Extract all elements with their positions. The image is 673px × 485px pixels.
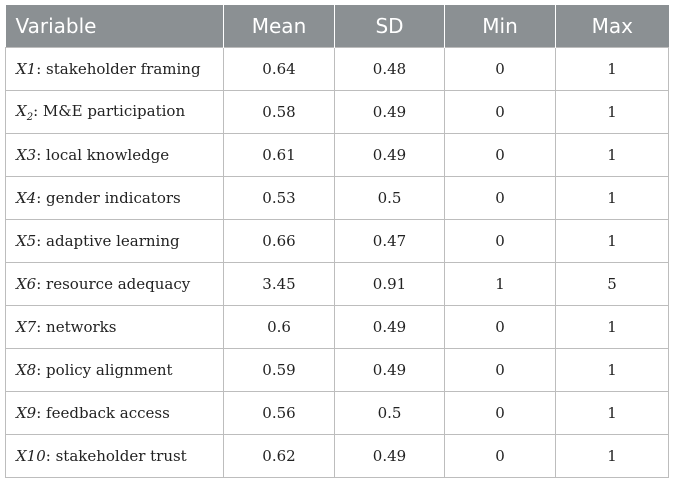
cell-min: 0 <box>444 348 556 392</box>
cell-max: 1 <box>555 47 669 91</box>
variable-symbol: X1 <box>16 60 37 78</box>
cell-sd: 0.49 <box>334 348 445 392</box>
cell-mean: 0.59 <box>223 348 335 392</box>
cell-mean: 0.64 <box>223 47 335 91</box>
variable-symbol: X5 <box>16 232 37 250</box>
cell-variable: X8: policy alignment <box>5 348 224 392</box>
cell-variable: X1: stakeholder framing <box>5 47 224 91</box>
cell-mean: 3.45 <box>223 262 335 306</box>
table-row: X1: stakeholder framing 0.64 0.48 0 1 <box>5 47 669 91</box>
cell-variable: X9: feedback access <box>5 391 224 435</box>
cell-min: 1 <box>444 262 556 306</box>
variable-label: : networks <box>36 318 117 336</box>
cell-mean: 0.53 <box>223 176 335 220</box>
table-row: X8: policy alignment 0.59 0.49 0 1 <box>5 348 669 392</box>
cell-mean: 0.62 <box>223 434 335 478</box>
cell-max: 1 <box>555 348 669 392</box>
cell-max: 1 <box>555 219 669 263</box>
cell-max: 1 <box>555 176 669 220</box>
cell-min: 0 <box>444 434 556 478</box>
header-mean: Mean <box>223 5 335 48</box>
header-sd: SD <box>334 5 445 48</box>
variable-symbol: X9 <box>16 404 37 422</box>
cell-sd: 0.47 <box>334 219 445 263</box>
cell-mean: 0.58 <box>223 90 335 134</box>
cell-mean: 0.56 <box>223 391 335 435</box>
variable-symbol: X <box>16 101 27 120</box>
variable-label: : resource adequacy <box>36 275 191 293</box>
table-row: X3: local knowledge 0.61 0.49 0 1 <box>5 133 669 177</box>
table-row: X2: M&E participation 0.58 0.49 0 1 <box>5 90 669 134</box>
cell-sd: 0.91 <box>334 262 445 306</box>
variable-symbol: X4 <box>16 189 37 207</box>
cell-max: 1 <box>555 434 669 478</box>
header-min: Min <box>444 5 556 48</box>
table-row: X5: adaptive learning 0.66 0.47 0 1 <box>5 219 669 263</box>
variable-symbol: X6 <box>16 275 37 293</box>
cell-sd: 0.5 <box>334 176 445 220</box>
variable-label: : M&E participation <box>33 101 186 120</box>
cell-min: 0 <box>444 176 556 220</box>
cell-max: 1 <box>555 305 669 349</box>
cell-sd: 0.49 <box>334 434 445 478</box>
variable-label: : stakeholder framing <box>36 60 201 78</box>
cell-min: 0 <box>444 391 556 435</box>
table-row: X9: feedback access 0.56 0.5 0 1 <box>5 391 669 435</box>
cell-max: 5 <box>555 262 669 306</box>
cell-min: 0 <box>444 305 556 349</box>
variable-symbol: X3 <box>16 146 37 164</box>
cell-variable: X6: resource adequacy <box>5 262 224 306</box>
table-body: X1: stakeholder framing 0.64 0.48 0 1 X2: M&E… <box>5 47 669 478</box>
header-max: Max <box>555 5 669 48</box>
cell-mean: 0.61 <box>223 133 335 177</box>
table-header: Variable Mean SD Min Max <box>5 5 669 48</box>
variable-subscript: 2 <box>26 111 34 123</box>
variable-symbol: X10 <box>16 447 46 465</box>
cell-variable: X7: networks <box>5 305 224 349</box>
variable-symbol: X7 <box>16 318 37 336</box>
cell-mean: 0.6 <box>223 305 335 349</box>
variable-label: : adaptive learning <box>36 232 180 250</box>
cell-sd: 0.49 <box>334 90 445 134</box>
table-row: X10: stakeholder trust 0.62 0.49 0 1 <box>5 434 669 478</box>
table-row: X4: gender indicators 0.53 0.5 0 1 <box>5 176 669 220</box>
variable-label: : feedback access <box>36 404 170 422</box>
cell-variable: X5: adaptive learning <box>5 219 224 263</box>
variable-label: : gender indicators <box>36 189 181 207</box>
cell-max: 1 <box>555 90 669 134</box>
table-row: X6: resource adequacy 3.45 0.91 1 5 <box>5 262 669 306</box>
cell-min: 0 <box>444 219 556 263</box>
cell-sd: 0.49 <box>334 133 445 177</box>
cell-max: 1 <box>555 391 669 435</box>
variable-label: : policy alignment <box>36 361 173 379</box>
header-variable: Variable <box>5 5 224 48</box>
header-row: Variable Mean SD Min Max <box>5 5 669 48</box>
cell-variable: X10: stakeholder trust <box>5 434 224 478</box>
variable-label: : local knowledge <box>36 146 170 164</box>
cell-min: 0 <box>444 47 556 91</box>
cell-sd: 0.49 <box>334 305 445 349</box>
variable-label: : stakeholder trust <box>45 447 187 465</box>
cell-mean: 0.66 <box>223 219 335 263</box>
cell-sd: 0.5 <box>334 391 445 435</box>
cell-min: 0 <box>444 90 556 134</box>
descriptive-statistics-table: Variable Mean SD Min Max X1: stakeholder… <box>5 5 669 478</box>
cell-variable: X3: local knowledge <box>5 133 224 177</box>
variable-symbol: X8 <box>16 361 37 379</box>
cell-min: 0 <box>444 133 556 177</box>
cell-variable: X4: gender indicators <box>5 176 224 220</box>
table-row: X7: networks 0.6 0.49 0 1 <box>5 305 669 349</box>
cell-max: 1 <box>555 133 669 177</box>
cell-variable: X2: M&E participation <box>5 90 224 134</box>
cell-sd: 0.48 <box>334 47 445 91</box>
